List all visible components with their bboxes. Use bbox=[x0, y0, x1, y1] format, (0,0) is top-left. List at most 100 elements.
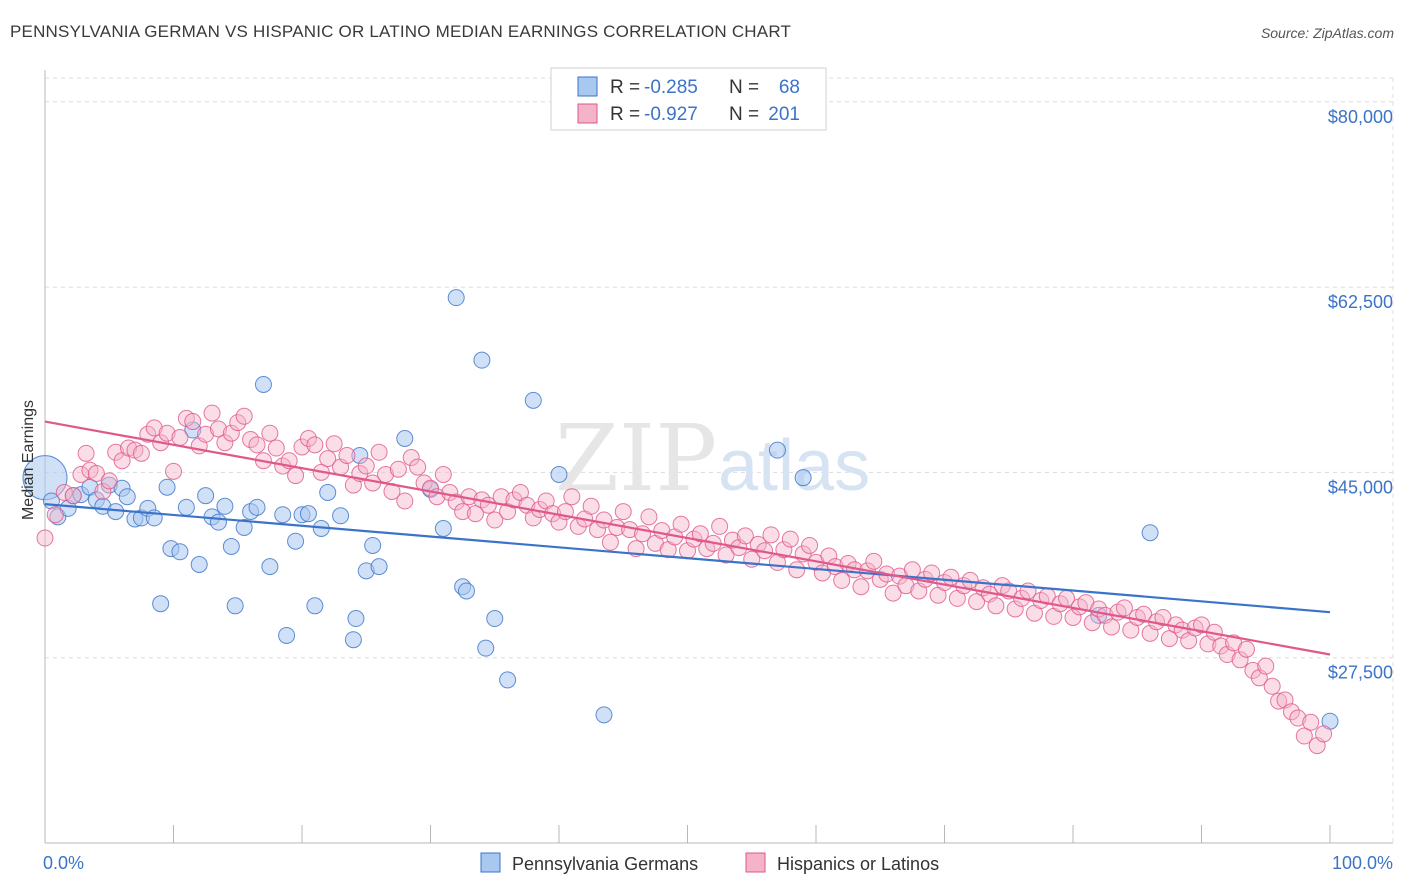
legend-r-label-1: R = bbox=[610, 77, 640, 98]
point-pennsylvania-germans bbox=[486, 610, 504, 628]
point-hispanics-latinos bbox=[77, 444, 95, 462]
point-hispanics-latinos bbox=[402, 449, 420, 467]
point-pennsylvania-germans bbox=[370, 558, 388, 576]
x-tick-label: 0.0% bbox=[43, 853, 84, 873]
point-hispanics-latinos bbox=[171, 428, 189, 446]
bottom-legend-label-1: Pennsylvania Germans bbox=[512, 854, 698, 874]
point-pennsylvania-germans bbox=[274, 506, 292, 524]
point-hispanics-latinos bbox=[781, 530, 799, 548]
point-pennsylvania-germans bbox=[396, 429, 414, 447]
point-hispanics-latinos bbox=[1212, 637, 1230, 655]
point-hispanics-latinos bbox=[293, 438, 311, 456]
point-pennsylvania-germans bbox=[332, 507, 350, 525]
point-hispanics-latinos bbox=[788, 561, 806, 579]
point-hispanics-latinos bbox=[267, 439, 285, 457]
point-hispanics-latinos bbox=[306, 436, 324, 454]
point-pennsylvania-germans bbox=[299, 505, 317, 523]
point-hispanics-latinos bbox=[1263, 677, 1281, 695]
watermark-atlas: atlas bbox=[718, 426, 870, 506]
axes-layer: $80,000 $62,500 $45,000 $27,500 0.0% 100.0% bbox=[43, 70, 1393, 873]
point-hispanics-latinos bbox=[601, 533, 619, 551]
point-hispanics-latinos bbox=[1295, 727, 1313, 745]
legend-n-label-1: N = bbox=[729, 77, 759, 98]
point-hispanics-latinos bbox=[1289, 709, 1307, 727]
point-hispanics-latinos bbox=[1160, 630, 1178, 648]
point-hispanics-latinos bbox=[261, 424, 279, 442]
point-hispanics-latinos bbox=[222, 424, 240, 442]
point-hispanics-latinos bbox=[325, 435, 343, 453]
point-pennsylvania-germans bbox=[499, 671, 517, 689]
point-hispanics-latinos bbox=[1135, 605, 1153, 623]
point-pennsylvania-germans bbox=[457, 582, 475, 600]
point-hispanics-latinos bbox=[711, 517, 729, 535]
point-hispanics-latinos bbox=[987, 597, 1005, 615]
point-pennsylvania-germans bbox=[524, 391, 542, 409]
point-pennsylvania-germans bbox=[171, 543, 189, 561]
point-hispanics-latinos bbox=[486, 511, 504, 529]
point-pennsylvania-germans bbox=[222, 538, 240, 556]
point-pennsylvania-germans bbox=[216, 497, 234, 515]
point-pennsylvania-germans bbox=[306, 597, 324, 615]
legend-swatch-pink bbox=[577, 103, 598, 124]
point-hispanics-latinos bbox=[1103, 618, 1121, 636]
point-hispanics-latinos bbox=[968, 593, 986, 611]
point-hispanics-latinos bbox=[672, 515, 690, 533]
point-hispanics-latinos bbox=[357, 457, 375, 475]
point-pennsylvania-germans bbox=[278, 626, 296, 644]
legend-n-value-1: 68 bbox=[779, 77, 800, 98]
chart-title: PENNSYLVANIA GERMAN VS HISPANIC OR LATIN… bbox=[10, 22, 792, 41]
bottom-legend-swatch-blue bbox=[480, 852, 501, 873]
point-hispanics-latinos bbox=[1237, 640, 1255, 658]
point-pennsylvania-germans bbox=[261, 558, 279, 576]
point-hispanics-latinos bbox=[139, 425, 157, 443]
point-hispanics-latinos bbox=[614, 503, 632, 521]
point-pennsylvania-germans bbox=[209, 513, 227, 531]
point-hispanics-latinos bbox=[229, 414, 247, 432]
point-hispanics-latinos bbox=[107, 443, 125, 461]
watermark: ZIP atlas bbox=[555, 405, 870, 512]
point-pennsylvania-germans bbox=[177, 498, 195, 516]
chart-source: Source: ZipAtlas.com bbox=[1260, 25, 1394, 41]
point-pennsylvania-germans bbox=[254, 375, 272, 393]
point-hispanics-latinos bbox=[923, 564, 941, 582]
trend-layer bbox=[44, 420, 1331, 656]
point-hispanics-latinos bbox=[389, 460, 407, 478]
point-hispanics-latinos bbox=[1257, 657, 1275, 675]
point-pennsylvania-germans bbox=[158, 478, 176, 496]
point-hispanics-latinos bbox=[132, 444, 150, 462]
point-pennsylvania-germans bbox=[118, 488, 136, 506]
legend-r-value-1: -0.285 bbox=[644, 77, 698, 98]
point-hispanics-latinos bbox=[691, 525, 709, 543]
point-hispanics-latinos bbox=[46, 506, 64, 524]
point-pennsylvania-germans bbox=[319, 484, 337, 502]
point-hispanics-latinos bbox=[749, 535, 767, 553]
point-hispanics-latinos bbox=[801, 536, 819, 554]
y-tick-label: $80,000 bbox=[1328, 107, 1393, 127]
point-hispanics-latinos bbox=[87, 464, 105, 482]
point-pennsylvania-germans bbox=[473, 351, 491, 369]
point-hispanics-latinos bbox=[454, 503, 472, 521]
point-hispanics-latinos bbox=[1270, 692, 1288, 710]
point-hispanics-latinos bbox=[1231, 651, 1249, 669]
point-hispanics-latinos bbox=[287, 467, 305, 485]
point-pennsylvania-germans bbox=[550, 466, 568, 484]
trend-line-hispanics-latinos bbox=[44, 420, 1331, 656]
point-hispanics-latinos bbox=[1115, 599, 1133, 617]
point-pennsylvania-germans bbox=[364, 536, 382, 554]
point-pennsylvania-germans bbox=[447, 289, 465, 307]
point-hispanics-latinos bbox=[852, 578, 870, 596]
point-hispanics-latinos bbox=[1154, 608, 1172, 626]
point-hispanics-latinos bbox=[434, 466, 452, 484]
legend-r-label-2: R = bbox=[610, 104, 640, 125]
trend-line-pennsylvania-germans bbox=[44, 503, 1331, 614]
point-hispanics-latinos bbox=[762, 526, 780, 544]
point-pennsylvania-germans bbox=[434, 520, 452, 538]
point-pennsylvania-germans bbox=[595, 706, 613, 724]
point-hispanics-latinos bbox=[184, 413, 202, 431]
legend-swatch-blue bbox=[577, 76, 598, 97]
point-pennsylvania-germans bbox=[768, 441, 786, 459]
point-hispanics-latinos bbox=[447, 493, 465, 511]
point-hispanics-latinos bbox=[1006, 600, 1024, 618]
point-hispanics-latinos bbox=[466, 505, 484, 523]
point-pennsylvania-germans bbox=[794, 469, 812, 487]
